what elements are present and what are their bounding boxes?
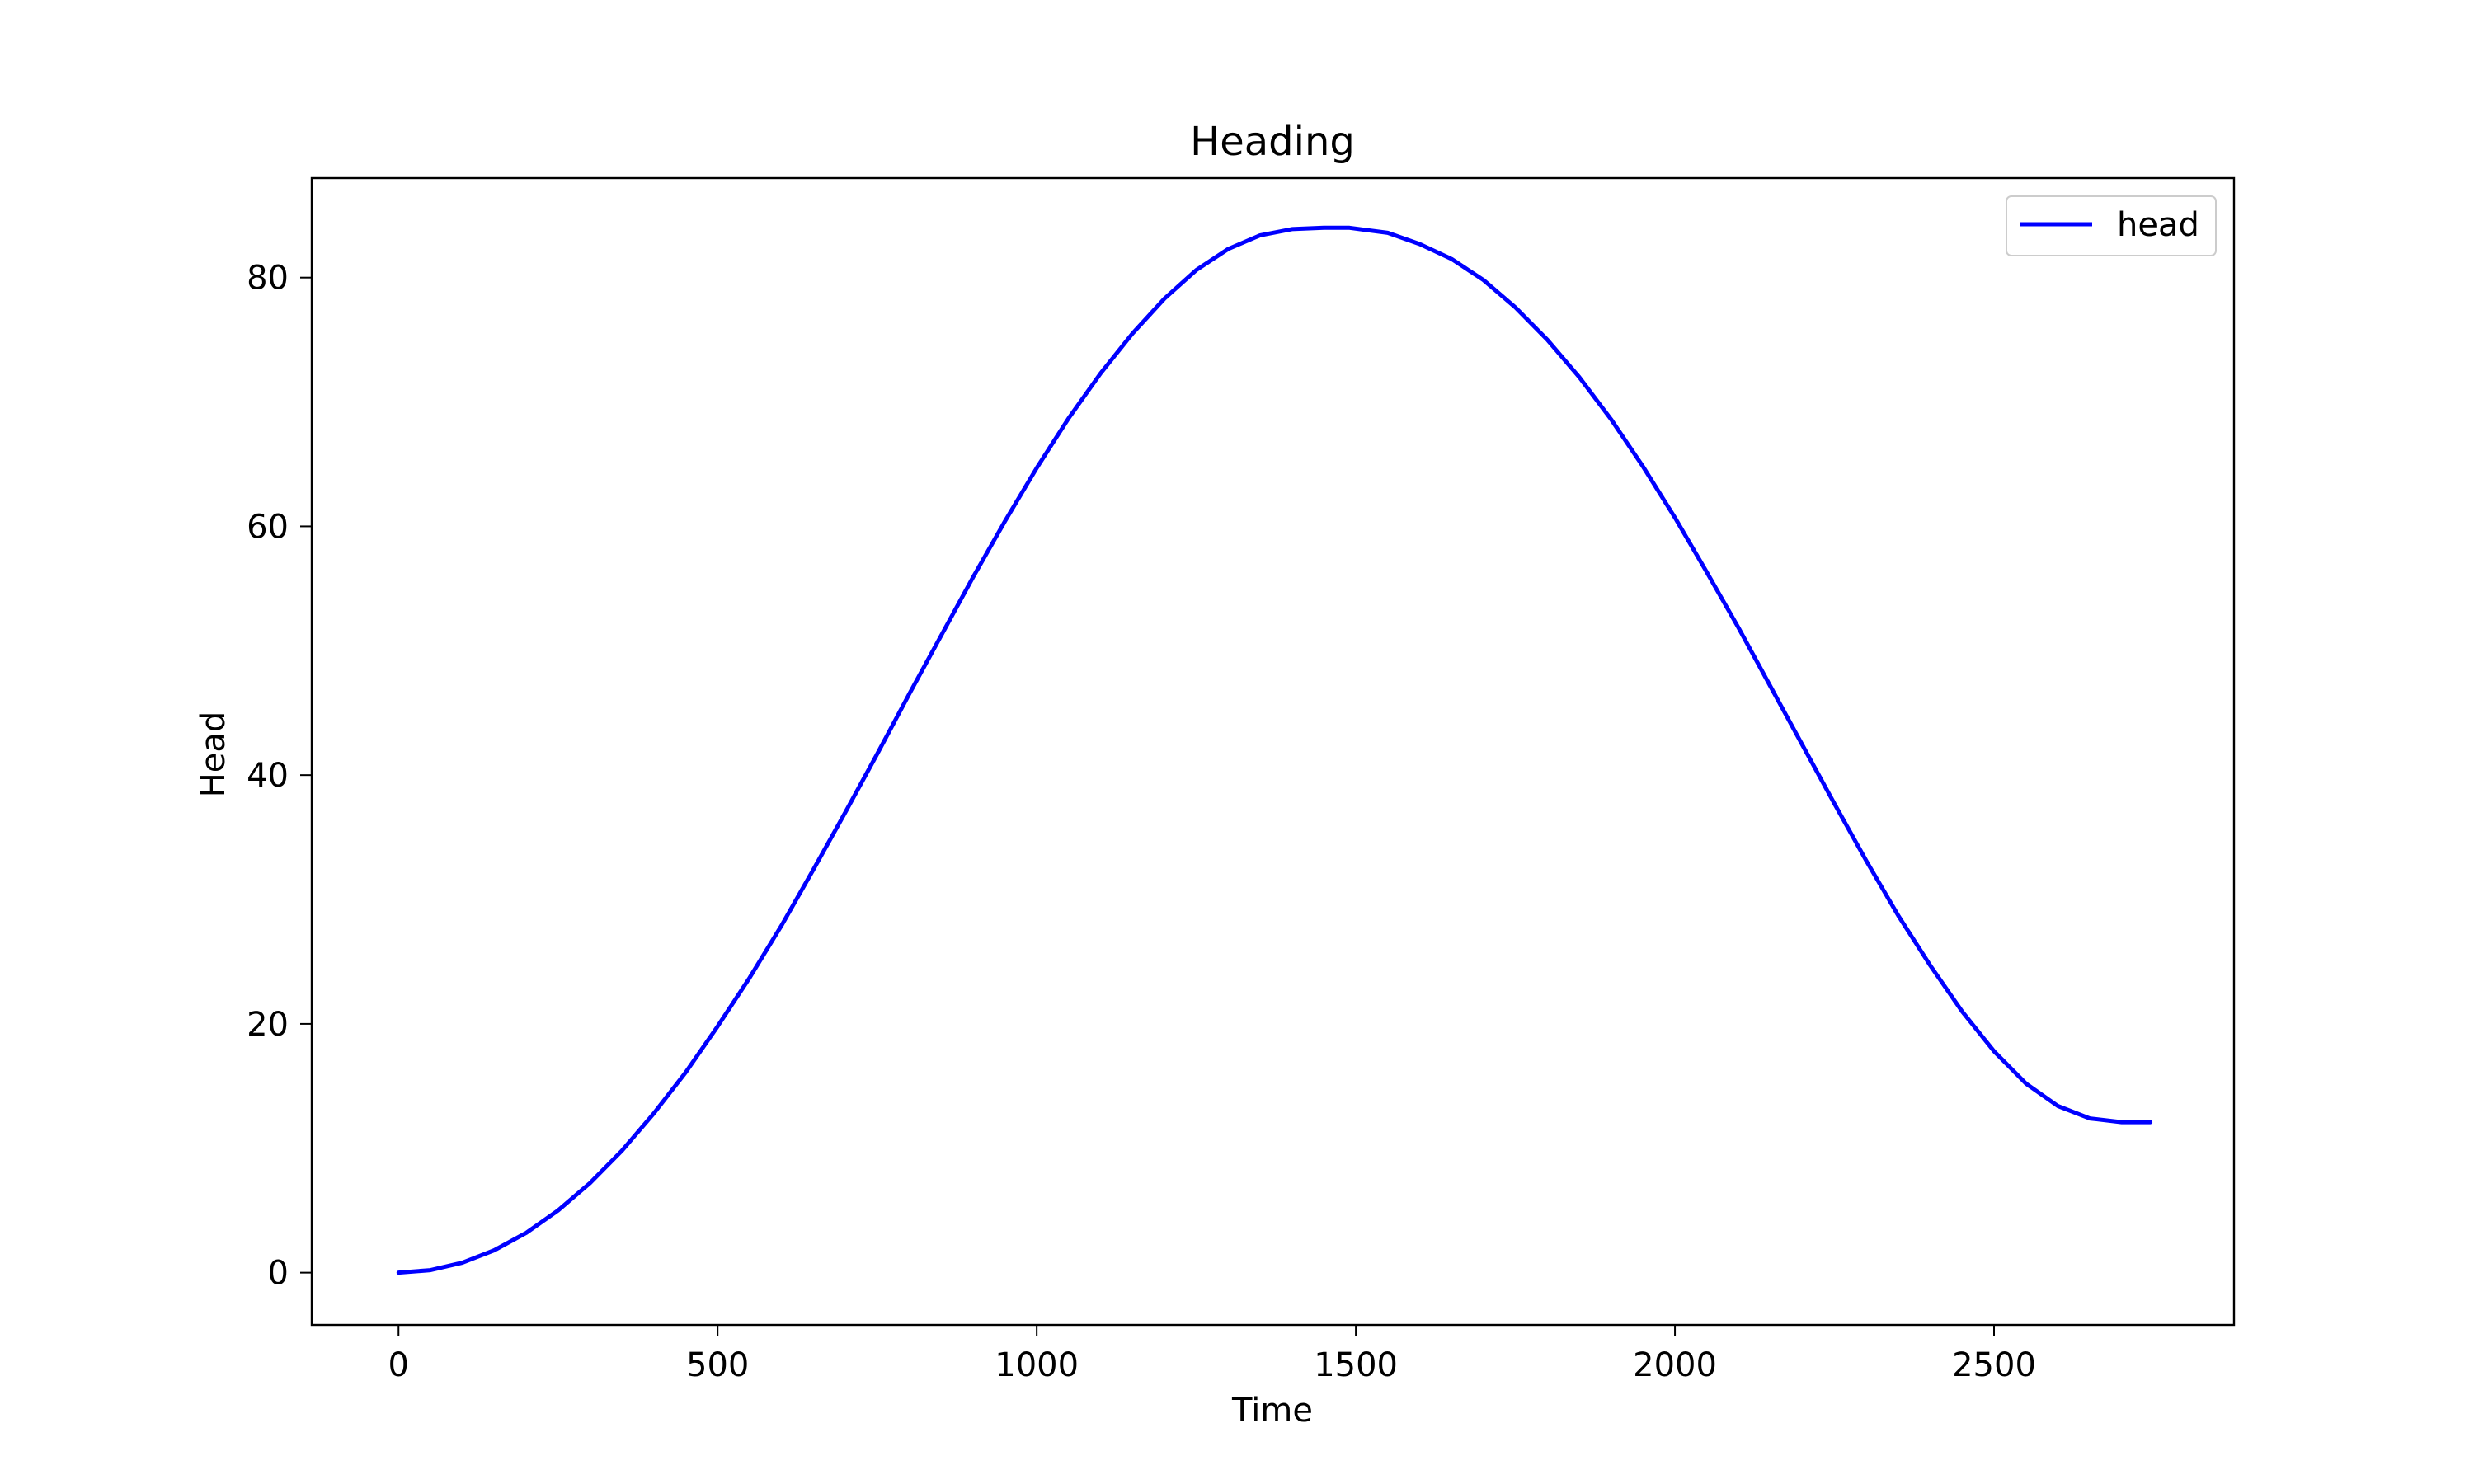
- y-tick-label: 40: [247, 757, 289, 795]
- y-axis-ticks: 0 20 40 60 80: [247, 260, 312, 1293]
- legend-label-head: head: [2117, 206, 2199, 244]
- x-axis-ticks: 0 500 1000 1500 2000 2500: [388, 1325, 2036, 1384]
- x-axis-label: Time: [1231, 1392, 1313, 1430]
- y-axis-label: Head: [195, 711, 233, 798]
- y-tick-label: 20: [247, 1006, 289, 1044]
- x-tick-label: 1500: [1314, 1346, 1398, 1384]
- x-tick-label: 500: [686, 1346, 749, 1384]
- chart-title: Heading: [1190, 119, 1355, 165]
- y-tick-label: 80: [247, 260, 289, 298]
- plot-area-frame: [310, 176, 2236, 1327]
- series-line-head: [396, 225, 2153, 1275]
- series-layer: [396, 225, 2153, 1275]
- x-tick-label: 1000: [995, 1346, 1079, 1384]
- legend-box: [2006, 195, 2217, 256]
- y-tick-label: 0: [268, 1255, 289, 1293]
- x-tick-label: 2500: [1952, 1346, 2036, 1384]
- legend: head: [2006, 195, 2217, 256]
- y-tick-label: 60: [247, 508, 289, 546]
- x-tick-label: 2000: [1633, 1346, 1717, 1384]
- x-tick-label: 0: [388, 1346, 409, 1384]
